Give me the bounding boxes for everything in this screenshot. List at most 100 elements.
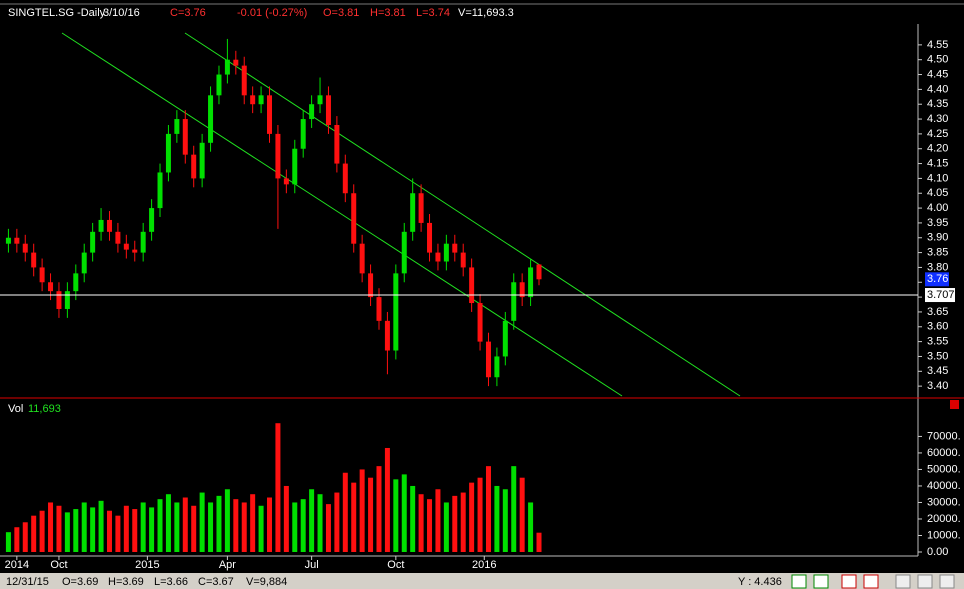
candle-body <box>351 193 357 244</box>
candle-body <box>140 231 146 253</box>
toolbar <box>791 574 955 589</box>
candle-body <box>64 291 70 309</box>
volume-bar <box>435 489 441 552</box>
volume-bar <box>368 477 374 552</box>
low: L=3.74 <box>416 7 450 19</box>
candle-body <box>56 291 62 309</box>
y-tick-label: 4.45 <box>927 68 948 80</box>
y-tick-label: 4.55 <box>927 39 948 51</box>
status-open: O=3.69 <box>62 576 98 588</box>
volume-bar <box>224 489 230 552</box>
volume-bar <box>5 532 11 552</box>
candle-body <box>460 252 466 268</box>
y-tick-label: 4.50 <box>927 54 948 66</box>
volume-bar <box>216 495 222 552</box>
volume-bar <box>39 510 45 552</box>
y-tick-label: 4.30 <box>927 113 948 125</box>
candle-body <box>149 208 155 232</box>
high: H=3.81 <box>370 7 406 19</box>
volume-bar <box>115 515 121 552</box>
volume-bar <box>98 500 104 552</box>
volume-bar <box>443 502 449 552</box>
candle-body <box>376 297 382 321</box>
candle-body <box>275 133 281 179</box>
volume-bar <box>410 485 416 552</box>
candle-body <box>410 193 416 232</box>
candle-body <box>199 142 205 179</box>
volume-bar <box>393 479 399 552</box>
volume-value: 11,693 <box>28 403 61 415</box>
x-tick-label: Oct <box>50 559 67 571</box>
candle-body <box>208 95 214 143</box>
x-tick-label: 2016 <box>472 559 496 571</box>
tool-button[interactable] <box>791 574 807 589</box>
y-tick-label: 4.35 <box>927 98 948 110</box>
tool-button[interactable] <box>863 574 879 589</box>
candle-body <box>48 282 54 292</box>
candle-body <box>224 59 230 75</box>
candle-body <box>528 267 534 298</box>
y-tick-label: 3.95 <box>927 217 948 229</box>
y-tick-label: 4.25 <box>927 128 948 140</box>
tool-button[interactable] <box>917 574 933 589</box>
tool-button[interactable] <box>895 574 911 589</box>
volume-bar <box>149 507 155 552</box>
candle-body <box>73 273 79 292</box>
volume-bar <box>241 502 247 552</box>
volume-bar <box>300 499 306 552</box>
close-button[interactable] <box>950 400 959 409</box>
candle-body <box>536 264 542 280</box>
volume-tick-label: 10000. <box>927 529 961 541</box>
tool-button[interactable] <box>939 574 955 589</box>
volume-bar <box>157 499 163 552</box>
candle-body <box>157 172 163 209</box>
candle-body <box>519 282 525 298</box>
x-tick-label: 2015 <box>135 559 159 571</box>
candle-body <box>368 273 374 298</box>
volume-bar <box>123 505 129 552</box>
candle-body <box>325 95 331 125</box>
x-tick-label: Oct <box>387 559 404 571</box>
volume-bar <box>165 494 171 552</box>
y-tick-label: 4.15 <box>927 157 948 169</box>
tool-button[interactable] <box>813 574 829 589</box>
volume-bar <box>233 499 239 552</box>
status-date: 12/31/15 <box>6 576 49 588</box>
volume-bar <box>250 494 256 552</box>
candle-body <box>115 231 121 244</box>
y-tick-label: 4.20 <box>927 143 948 155</box>
y-tick-label: 3.60 <box>927 321 948 333</box>
candle-body <box>106 219 112 232</box>
volume-bar <box>401 474 407 552</box>
volume-bar <box>208 502 214 552</box>
status-volume: V=9,884 <box>246 576 287 588</box>
volume-bar <box>325 504 331 552</box>
candle-body <box>182 119 188 155</box>
cursor-label: 3.707 <box>927 289 955 301</box>
candle-body <box>292 148 298 185</box>
volume-bar <box>22 522 28 552</box>
y-tick-label: 4.00 <box>927 202 948 214</box>
volume-bar <box>106 510 112 552</box>
candle-body <box>359 243 365 274</box>
volume-tick-label: 20000. <box>927 513 961 525</box>
status-close: C=3.67 <box>198 576 234 588</box>
candle-body <box>241 65 247 96</box>
candle-body <box>81 252 87 274</box>
candle-body <box>39 267 45 283</box>
volume-bar <box>477 477 483 552</box>
volume-bar <box>502 489 508 552</box>
candle-body <box>250 95 256 105</box>
volume-bar <box>511 466 517 552</box>
candle-body <box>5 237 11 244</box>
status-high: H=3.69 <box>108 576 144 588</box>
candle-body <box>393 273 399 351</box>
candle-body <box>384 320 390 351</box>
open: O=3.81 <box>323 7 359 19</box>
candle-body <box>216 74 222 96</box>
candle-body <box>485 341 491 378</box>
volume-bar <box>140 502 146 552</box>
y-tick-label: 3.45 <box>927 365 948 377</box>
volume-bar <box>267 497 273 552</box>
tool-button[interactable] <box>841 574 857 589</box>
